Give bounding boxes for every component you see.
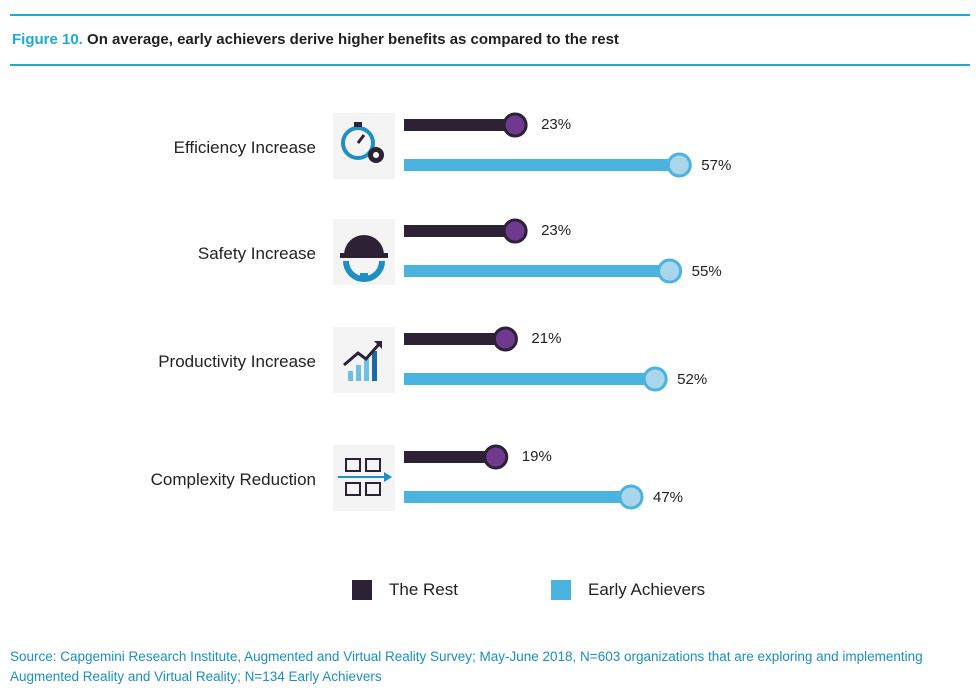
growth-bar bbox=[348, 371, 353, 381]
chart-row-productivity-increase: Productivity Increase 21% 52% bbox=[158, 326, 707, 393]
flowchart-arrow-icon bbox=[338, 458, 392, 496]
growth-bar bbox=[364, 359, 369, 381]
stopwatch-button bbox=[354, 122, 362, 127]
bar-end-marker-early-achievers bbox=[642, 366, 668, 392]
category-label: Safety Increase bbox=[198, 244, 316, 263]
legend-swatch-early-achievers bbox=[551, 580, 571, 600]
growth-arrow-line bbox=[343, 342, 382, 367]
figure-title: Figure 10. On average, early achievers d… bbox=[12, 31, 619, 48]
hardhat-gear-icon bbox=[340, 235, 388, 282]
gear-hole bbox=[373, 152, 379, 158]
category-label: Complexity Reduction bbox=[151, 470, 316, 489]
bar-the-rest bbox=[404, 119, 516, 131]
chart-row-complexity-reduction: Complexity Reduction 19% 47% bbox=[151, 444, 683, 511]
figure-number: Figure 10. bbox=[12, 31, 83, 48]
bar-early-achievers bbox=[404, 159, 680, 171]
bar-end-marker-the-rest bbox=[502, 218, 528, 244]
bar-end-marker-early-achievers bbox=[657, 258, 683, 284]
growth-arrow-head bbox=[374, 341, 382, 349]
stopwatch-hand bbox=[356, 134, 366, 144]
legend-label-early-achievers: Early Achievers bbox=[588, 580, 706, 599]
flow-arrow-head bbox=[384, 472, 392, 482]
growth-bar bbox=[356, 365, 361, 381]
flow-box-4 bbox=[365, 482, 381, 496]
benefits-chart: Efficiency Increase 23% 57% Safety Increase… bbox=[151, 112, 731, 511]
bar-the-rest bbox=[404, 333, 506, 345]
bar-early-achievers bbox=[404, 491, 632, 503]
flow-box-2 bbox=[365, 458, 381, 472]
data-label-early-achievers: 47% bbox=[653, 489, 683, 506]
stopwatch-ring bbox=[341, 126, 375, 160]
legend-swatch-the-rest bbox=[352, 580, 372, 600]
growth-bar bbox=[372, 351, 377, 381]
chart-row-efficiency-increase: Efficiency Increase 23% 57% bbox=[174, 112, 731, 179]
chart-row-safety-increase: Safety Increase 23% 55% bbox=[198, 218, 722, 285]
bar-end-marker-the-rest bbox=[492, 326, 518, 352]
bar-end-marker-the-rest bbox=[502, 112, 528, 138]
data-label-the-rest: 21% bbox=[531, 330, 561, 347]
hardhat-brim bbox=[340, 253, 388, 258]
flow-box-3 bbox=[345, 482, 361, 496]
data-label-the-rest: 19% bbox=[522, 448, 552, 465]
data-label-early-achievers: 52% bbox=[677, 371, 707, 388]
growth-bars-icon bbox=[343, 341, 382, 381]
legend-item-the-rest: The Rest bbox=[352, 580, 458, 600]
hardhat-dome bbox=[344, 235, 384, 255]
figure-title-text: On average, early achievers derive highe… bbox=[87, 31, 619, 48]
bar-end-marker-the-rest bbox=[483, 444, 509, 470]
bar-the-rest bbox=[404, 225, 516, 237]
top-rule bbox=[10, 14, 970, 16]
bar-end-marker-early-achievers bbox=[618, 484, 644, 510]
category-label: Efficiency Increase bbox=[174, 138, 316, 157]
data-label-the-rest: 23% bbox=[541, 222, 571, 239]
data-label-early-achievers: 57% bbox=[701, 157, 731, 174]
bar-the-rest bbox=[404, 451, 496, 463]
flow-box-1 bbox=[345, 458, 361, 472]
title-rule bbox=[10, 64, 970, 66]
legend-label-the-rest: The Rest bbox=[389, 580, 458, 599]
data-label-early-achievers: 55% bbox=[692, 263, 722, 280]
bar-end-marker-early-achievers bbox=[666, 152, 692, 178]
gear-tooth bbox=[360, 273, 368, 279]
bar-early-achievers bbox=[404, 373, 656, 385]
stopwatch-gear-icon bbox=[341, 122, 384, 163]
legend: The Rest Early Achievers bbox=[0, 580, 980, 606]
legend-item-early-achievers: Early Achievers bbox=[551, 580, 705, 600]
source-note: Source: Capgemini Research Institute, Au… bbox=[10, 649, 923, 684]
bar-early-achievers bbox=[404, 265, 670, 277]
category-label: Productivity Increase bbox=[158, 352, 316, 371]
data-label-the-rest: 23% bbox=[541, 116, 571, 133]
